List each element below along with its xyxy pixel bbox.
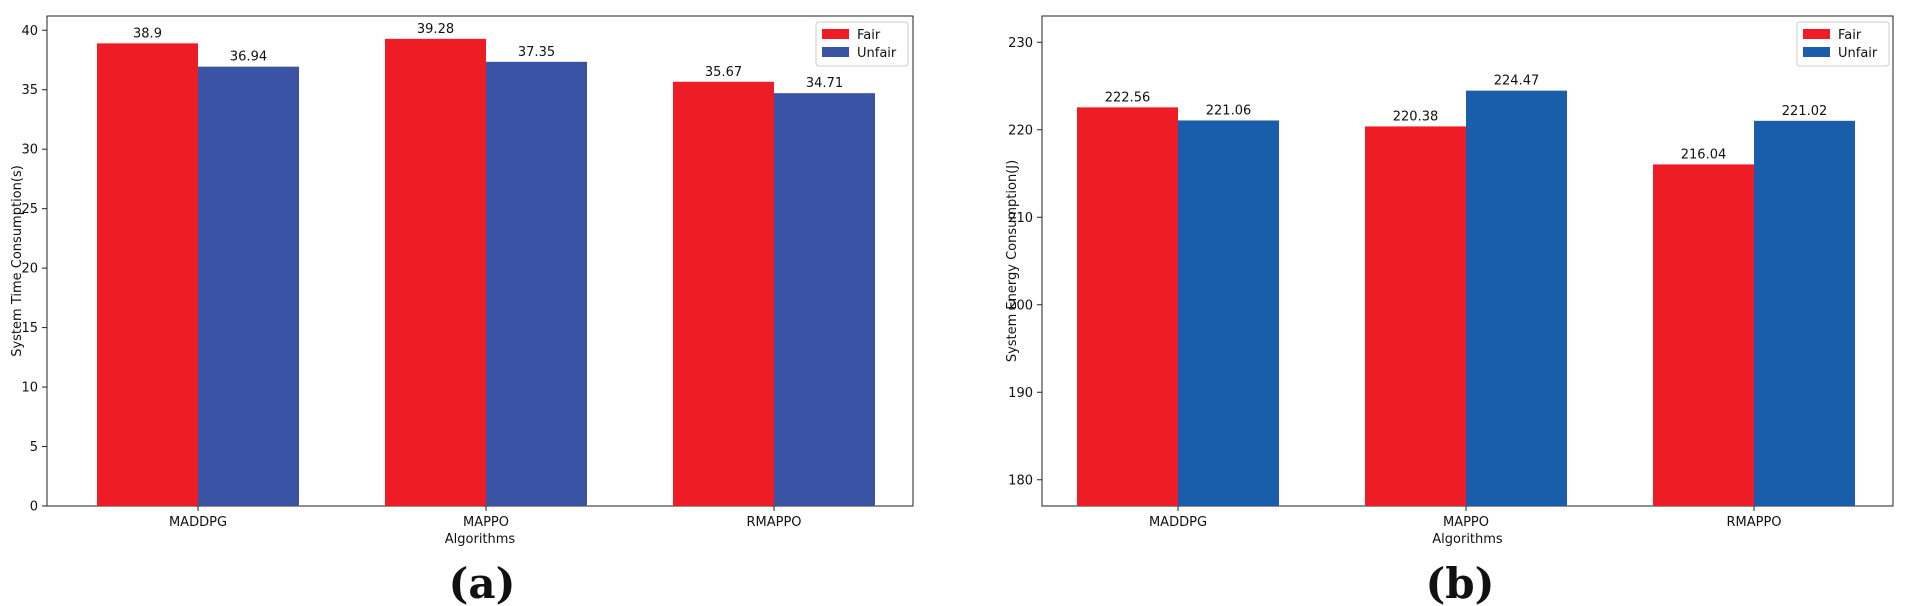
bar-b-maddpg-fair <box>1077 107 1178 506</box>
y-tick-label-a-30: 30 <box>21 143 38 158</box>
bar-b-rmappo-unfair <box>1754 120 1855 506</box>
legend-swatch-a-fair <box>822 29 849 39</box>
bar-a-mappo-unfair <box>486 61 587 507</box>
legend-label-a-fair: Fair <box>857 28 881 43</box>
chart-panel-b: 180 190 200 210 220 230 MADDPG MAPPO RMAPPO 222… <box>1005 15 1894 606</box>
y-tick-label-b-180: 180 <box>1008 473 1033 488</box>
x-tick-label-b-maddpg: MADDPG <box>1149 515 1207 530</box>
chart-panel-a: 0 5 10 15 20 25 30 35 40 MADDPG MAPPO RMAPPO 38.9 3… <box>10 15 914 606</box>
panel-caption-a: (a) <box>449 559 516 606</box>
bar-b-maddpg-unfair <box>1178 120 1279 506</box>
bar-b-mappo-unfair <box>1466 90 1567 506</box>
data-label-b-rmappo-unfair: 221.02 <box>1782 104 1828 119</box>
data-label-b-maddpg-unfair: 221.06 <box>1206 103 1252 118</box>
legend-label-b-unfair: Unfair <box>1838 46 1878 61</box>
data-label-b-maddpg-fair: 222.56 <box>1105 90 1151 105</box>
data-label-b-rmappo-fair: 216.04 <box>1681 147 1727 162</box>
y-tick-label-a-35: 35 <box>21 83 38 98</box>
y-tick-label-a-10: 10 <box>21 381 38 396</box>
bar-b-rmappo-fair <box>1653 164 1754 506</box>
legend-label-a-unfair: Unfair <box>857 46 897 61</box>
legend-label-b-fair: Fair <box>1838 28 1862 43</box>
y-tick-label-a-15: 15 <box>21 321 38 336</box>
x-axis-label-b: Algorithms <box>1432 532 1503 547</box>
bar-a-rmappo-fair <box>673 81 774 507</box>
y-tick-label-b-190: 190 <box>1008 386 1033 401</box>
y-tick-label-a-40: 40 <box>21 24 38 39</box>
data-label-a-mappo-fair: 39.28 <box>417 22 454 37</box>
bar-a-maddpg-unfair <box>198 66 299 507</box>
data-label-a-rmappo-unfair: 34.71 <box>806 76 843 91</box>
y-tick-label-b-200: 200 <box>1008 298 1033 313</box>
legend-b: Fair Unfair <box>1796 21 1890 67</box>
legend-a: Fair Unfair <box>815 21 909 67</box>
data-label-a-maddpg-unfair: 36.94 <box>230 50 267 65</box>
y-tick-label-a-5: 5 <box>30 440 38 455</box>
legend-swatch-a-unfair <box>822 47 849 57</box>
y-axis-label-a: System Time Consumption(s) <box>10 165 25 357</box>
bar-a-mappo-fair <box>385 38 486 506</box>
data-label-b-mappo-unfair: 224.47 <box>1494 74 1540 89</box>
y-tick-label-a-20: 20 <box>21 262 38 277</box>
legend-swatch-b-fair <box>1803 29 1830 39</box>
x-tick-label-b-mappo: MAPPO <box>1443 515 1489 530</box>
bar-a-rmappo-unfair <box>774 93 875 506</box>
data-label-a-mappo-unfair: 37.35 <box>518 45 555 60</box>
bar-a-maddpg-fair <box>97 43 198 506</box>
x-tick-label-a-maddpg: MADDPG <box>169 515 227 530</box>
data-label-a-maddpg-fair: 38.9 <box>133 26 162 41</box>
y-tick-label-a-0: 0 <box>30 500 38 515</box>
y-tick-label-b-210: 210 <box>1008 211 1033 226</box>
y-tick-label-b-220: 220 <box>1008 123 1033 138</box>
x-tick-label-b-rmappo: RMAPPO <box>1726 515 1781 530</box>
x-axis-label-a: Algorithms <box>445 532 516 547</box>
data-label-a-rmappo-fair: 35.67 <box>705 65 742 80</box>
y-tick-label-a-25: 25 <box>21 202 38 217</box>
data-label-b-mappo-fair: 220.38 <box>1393 109 1439 124</box>
x-tick-label-a-rmappo: RMAPPO <box>746 515 801 530</box>
bar-b-mappo-fair <box>1365 126 1466 507</box>
y-axis-label-b: System Energy Consumption(J) <box>1005 160 1020 362</box>
legend-swatch-b-unfair <box>1803 47 1830 57</box>
y-tick-label-b-230: 230 <box>1008 36 1033 51</box>
panel-caption-b: (b) <box>1425 559 1494 606</box>
x-tick-label-a-mappo: MAPPO <box>463 515 509 530</box>
